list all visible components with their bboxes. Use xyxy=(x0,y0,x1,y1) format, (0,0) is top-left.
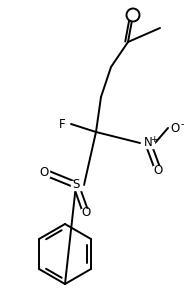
Circle shape xyxy=(127,8,139,22)
Text: F: F xyxy=(59,118,65,130)
Text: S: S xyxy=(72,179,80,191)
Bar xyxy=(39,167,49,176)
Bar xyxy=(81,208,91,217)
Bar xyxy=(70,181,82,190)
Text: +: + xyxy=(150,135,158,144)
Bar xyxy=(57,120,67,129)
Bar xyxy=(142,138,154,147)
Text: -: - xyxy=(180,119,184,129)
Text: N: N xyxy=(144,137,152,150)
Text: O: O xyxy=(153,164,163,176)
Text: O: O xyxy=(81,207,91,219)
Text: O: O xyxy=(170,121,180,135)
Bar xyxy=(170,123,180,132)
Bar xyxy=(153,166,163,175)
Text: O: O xyxy=(39,166,49,179)
